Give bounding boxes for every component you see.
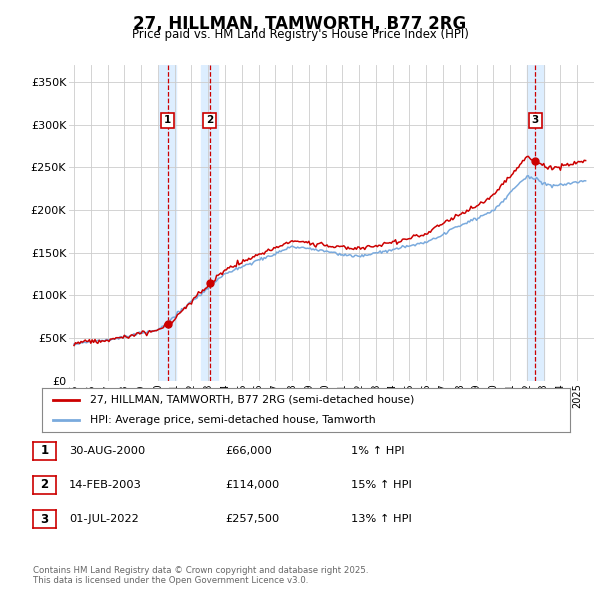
Text: Price paid vs. HM Land Registry's House Price Index (HPI): Price paid vs. HM Land Registry's House … bbox=[131, 28, 469, 41]
Bar bbox=[527, 65, 544, 381]
Text: 1: 1 bbox=[40, 444, 49, 457]
Text: 30-AUG-2000: 30-AUG-2000 bbox=[69, 446, 145, 455]
Text: 15% ↑ HPI: 15% ↑ HPI bbox=[351, 480, 412, 490]
Text: 27, HILLMAN, TAMWORTH, B77 2RG: 27, HILLMAN, TAMWORTH, B77 2RG bbox=[133, 15, 467, 33]
Text: £257,500: £257,500 bbox=[225, 514, 279, 524]
Text: 1: 1 bbox=[164, 116, 172, 125]
Text: HPI: Average price, semi-detached house, Tamworth: HPI: Average price, semi-detached house,… bbox=[89, 415, 375, 425]
Text: £66,000: £66,000 bbox=[225, 446, 272, 455]
Text: 14-FEB-2003: 14-FEB-2003 bbox=[69, 480, 142, 490]
Text: Contains HM Land Registry data © Crown copyright and database right 2025.
This d: Contains HM Land Registry data © Crown c… bbox=[33, 566, 368, 585]
Bar bbox=[201, 65, 218, 381]
Text: 3: 3 bbox=[532, 116, 539, 125]
Text: 1% ↑ HPI: 1% ↑ HPI bbox=[351, 446, 404, 455]
Text: 01-JUL-2022: 01-JUL-2022 bbox=[69, 514, 139, 524]
Text: 2: 2 bbox=[40, 478, 49, 491]
Text: 27, HILLMAN, TAMWORTH, B77 2RG (semi-detached house): 27, HILLMAN, TAMWORTH, B77 2RG (semi-det… bbox=[89, 395, 414, 405]
Text: £114,000: £114,000 bbox=[225, 480, 279, 490]
Text: 13% ↑ HPI: 13% ↑ HPI bbox=[351, 514, 412, 524]
Text: 3: 3 bbox=[40, 513, 49, 526]
Bar bbox=[159, 65, 176, 381]
Text: 2: 2 bbox=[206, 116, 213, 125]
